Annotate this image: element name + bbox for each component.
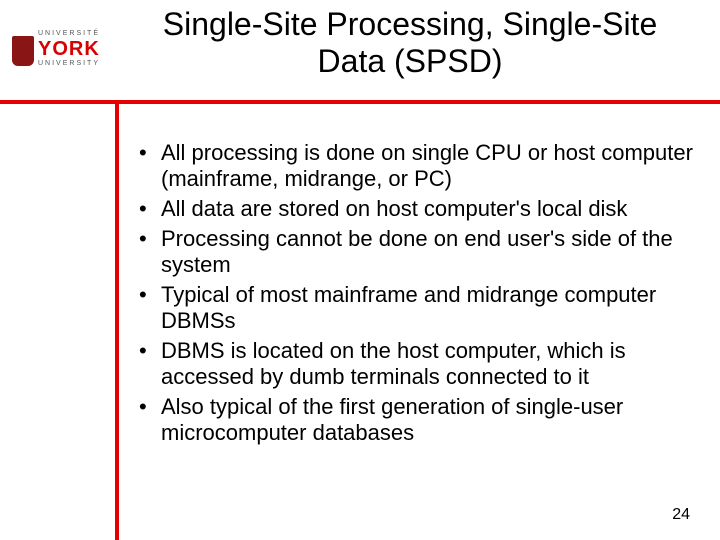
slide: UNIVERSITÉ YORK UNIVERSITY Single-Site P… [0, 0, 720, 540]
slide-title: Single-Site Processing, Single-Site Data… [130, 6, 690, 80]
list-item: Also typical of the first generation of … [135, 394, 695, 446]
york-crest-icon [12, 36, 34, 66]
york-logo: UNIVERSITÉ YORK UNIVERSITY [12, 28, 112, 82]
bullet-list: All processing is done on single CPU or … [135, 140, 695, 445]
list-item: Typical of most mainframe and midrange c… [135, 282, 695, 334]
logo-bottomline: UNIVERSITY [38, 60, 100, 67]
logo-topline: UNIVERSITÉ [38, 30, 100, 37]
list-item: All data are stored on host computer's l… [135, 196, 695, 222]
list-item: Processing cannot be done on end user's … [135, 226, 695, 278]
list-item: DBMS is located on the host computer, wh… [135, 338, 695, 390]
slide-header: UNIVERSITÉ YORK UNIVERSITY Single-Site P… [0, 0, 720, 110]
logo-name: YORK [38, 38, 100, 61]
vertical-divider [115, 100, 119, 540]
list-item: All processing is done on single CPU or … [135, 140, 695, 192]
page-number: 24 [672, 506, 690, 524]
slide-content: All processing is done on single CPU or … [135, 140, 695, 449]
horizontal-divider [0, 100, 720, 104]
